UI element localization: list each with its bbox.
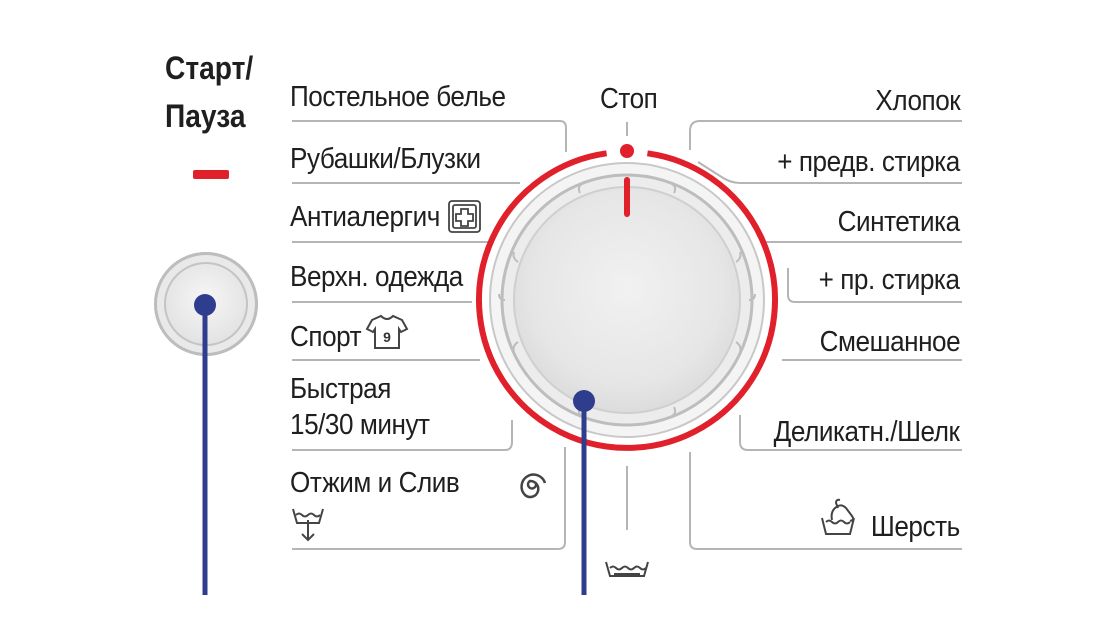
stop-label: Стоп — [600, 83, 658, 115]
start-button-pointer — [194, 294, 216, 595]
program-wool[interactable]: Шерсть — [871, 511, 960, 543]
program-synthetics[interactable]: Синтетика — [837, 206, 961, 238]
tshirt-9-icon: 9 — [365, 314, 409, 349]
program-antiallergy[interactable]: Антиалергич — [290, 201, 440, 233]
stop-indicator-dot — [620, 144, 634, 158]
plus-box-icon — [448, 200, 481, 233]
rinse-tub-icon — [605, 561, 649, 577]
program-outerwear[interactable]: Верхн. одежда — [290, 261, 463, 293]
start-label-line2: Пауза — [165, 98, 246, 134]
program-knob[interactable] — [489, 162, 765, 438]
hand-wash-icon — [821, 498, 855, 535]
start-indicator-light — [193, 170, 229, 179]
svg-text:9: 9 — [383, 329, 391, 345]
left-connector-lines — [292, 120, 567, 550]
start-label-line1: Старт/ — [165, 50, 254, 86]
program-quick-duration: 15/30 минут — [290, 409, 430, 441]
start-pause-label: Старт/ Пауза — [165, 44, 253, 140]
drain-tub-icon — [292, 508, 324, 542]
program-mixed[interactable]: Смешанное — [819, 326, 960, 358]
dial-pointer — [573, 390, 595, 595]
program-delicate-silk[interactable]: Деликатн./Шелк — [774, 416, 960, 448]
program-quick[interactable]: Быстрая — [290, 373, 391, 405]
program-cotton[interactable]: Хлопок — [875, 85, 960, 117]
right-connector-lines — [689, 120, 962, 550]
program-ring — [476, 150, 778, 451]
program-cotton-prewash[interactable]: + предв. стирка — [777, 146, 960, 178]
program-bed-linen[interactable]: Постельное белье — [290, 81, 506, 113]
program-spin-drain[interactable]: Отжим и Слив — [290, 467, 460, 499]
program-sport[interactable]: Спорт — [290, 321, 362, 353]
program-synthetics-prewash[interactable]: + пр. стирка — [819, 264, 960, 296]
program-shirts[interactable]: Рубашки/Блузки — [290, 143, 481, 175]
spiral-icon — [520, 473, 547, 499]
